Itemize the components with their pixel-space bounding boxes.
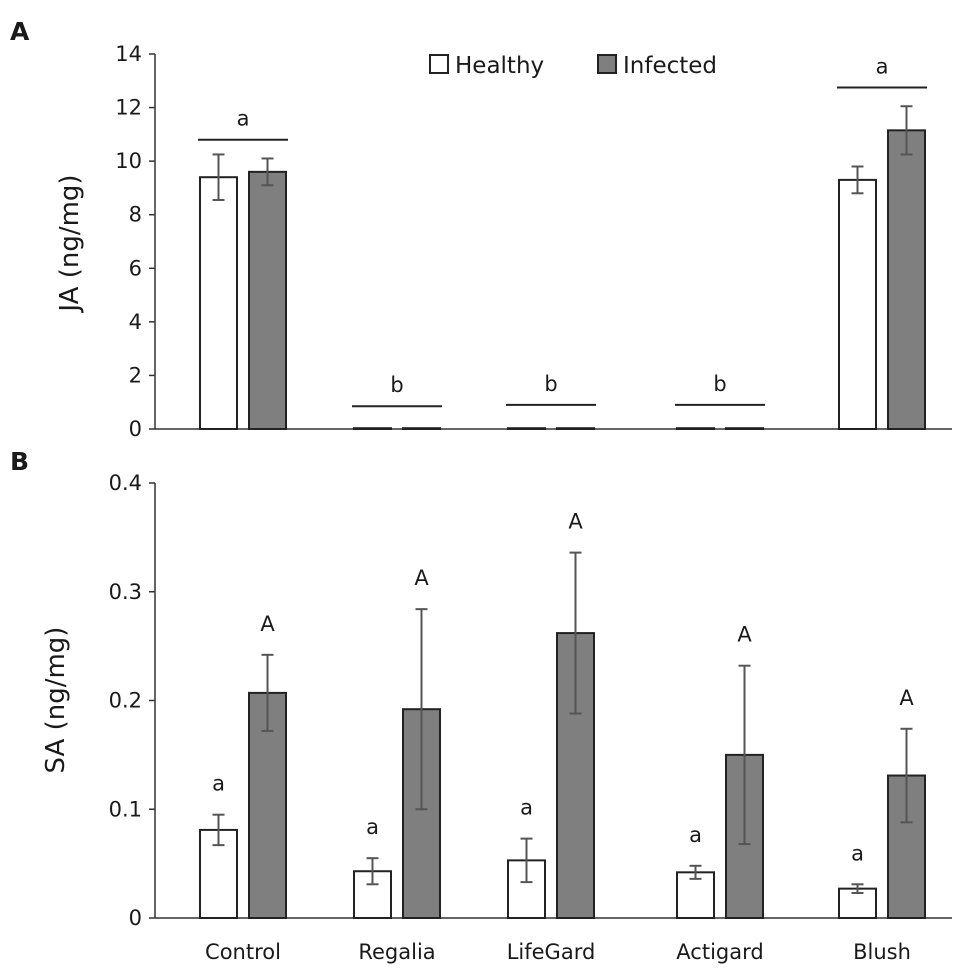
x-tick-label: Actigard xyxy=(676,940,763,964)
bar-healthy xyxy=(838,887,877,920)
bar-infected xyxy=(248,170,287,430)
group-letter: b xyxy=(390,373,403,397)
x-tick-label: Regalia xyxy=(358,940,435,964)
legend-infected-swatch xyxy=(597,54,617,74)
significance-letter: a xyxy=(520,796,533,820)
bar-healthy xyxy=(838,178,877,430)
significance-letter: A xyxy=(414,566,429,590)
group-letter: b xyxy=(713,372,726,396)
y-tick-label: 0.3 xyxy=(109,580,142,604)
significance-letter: a xyxy=(851,841,864,865)
y-tick-label: 2 xyxy=(129,363,142,387)
y-tick-label: 14 xyxy=(115,42,142,66)
y-tick-label: 0.2 xyxy=(109,689,142,713)
panel-a-label: A xyxy=(10,17,30,46)
bar-infected xyxy=(725,427,764,431)
group-letter: a xyxy=(237,107,250,131)
significance-letter: A xyxy=(737,623,752,647)
panel-a-chart: 0 2 4 6 8 10 12 14 a b b b a xyxy=(115,42,952,441)
legend-healthy-swatch xyxy=(429,54,449,74)
group-letter: a xyxy=(876,54,889,78)
y-tick-label: 6 xyxy=(129,256,142,280)
y-tick-label: 0 xyxy=(129,906,142,930)
y-tick-label: 4 xyxy=(129,310,142,334)
y-tick-label: 12 xyxy=(115,96,142,120)
panel-b-y-axis-label: SA (ng/mg) xyxy=(41,627,71,774)
significance-letter: a xyxy=(366,815,379,839)
y-tick-label: 0.1 xyxy=(109,797,142,821)
x-tick-label: Blush xyxy=(853,940,911,964)
significance-letter: A xyxy=(568,510,583,534)
bar-infected xyxy=(402,427,441,431)
legend-healthy-label: Healthy xyxy=(455,53,544,79)
bar-healthy xyxy=(199,176,238,430)
x-tick-label: Control xyxy=(205,940,281,964)
bar-healthy xyxy=(676,871,715,920)
y-tick-label: 0 xyxy=(129,417,142,441)
bar-healthy xyxy=(507,427,546,431)
bar-infected xyxy=(887,129,926,430)
y-tick-label: 0.4 xyxy=(109,471,142,495)
significance-letter: A xyxy=(260,612,275,636)
legend-infected-label: Infected xyxy=(623,53,717,79)
panel-b-label: B xyxy=(10,447,29,476)
bar-healthy xyxy=(353,427,392,431)
y-tick-label: 8 xyxy=(129,203,142,227)
legend: Healthy Infected xyxy=(429,53,717,79)
significance-letter: a xyxy=(212,772,225,796)
group-letter: b xyxy=(544,372,557,396)
significance-letter: A xyxy=(899,686,914,710)
panel-a-y-axis-label: JA (ng/mg) xyxy=(55,174,85,313)
bar-healthy xyxy=(676,427,715,431)
significance-letter: a xyxy=(689,823,702,847)
y-tick-label: 10 xyxy=(115,149,142,173)
panel-b-chart: 0 0.1 0.2 0.3 0.4 a A Control a A Regalia a A LifeGar… xyxy=(109,471,952,964)
bar-infected xyxy=(556,427,595,431)
x-tick-label: LifeGard xyxy=(507,940,596,964)
